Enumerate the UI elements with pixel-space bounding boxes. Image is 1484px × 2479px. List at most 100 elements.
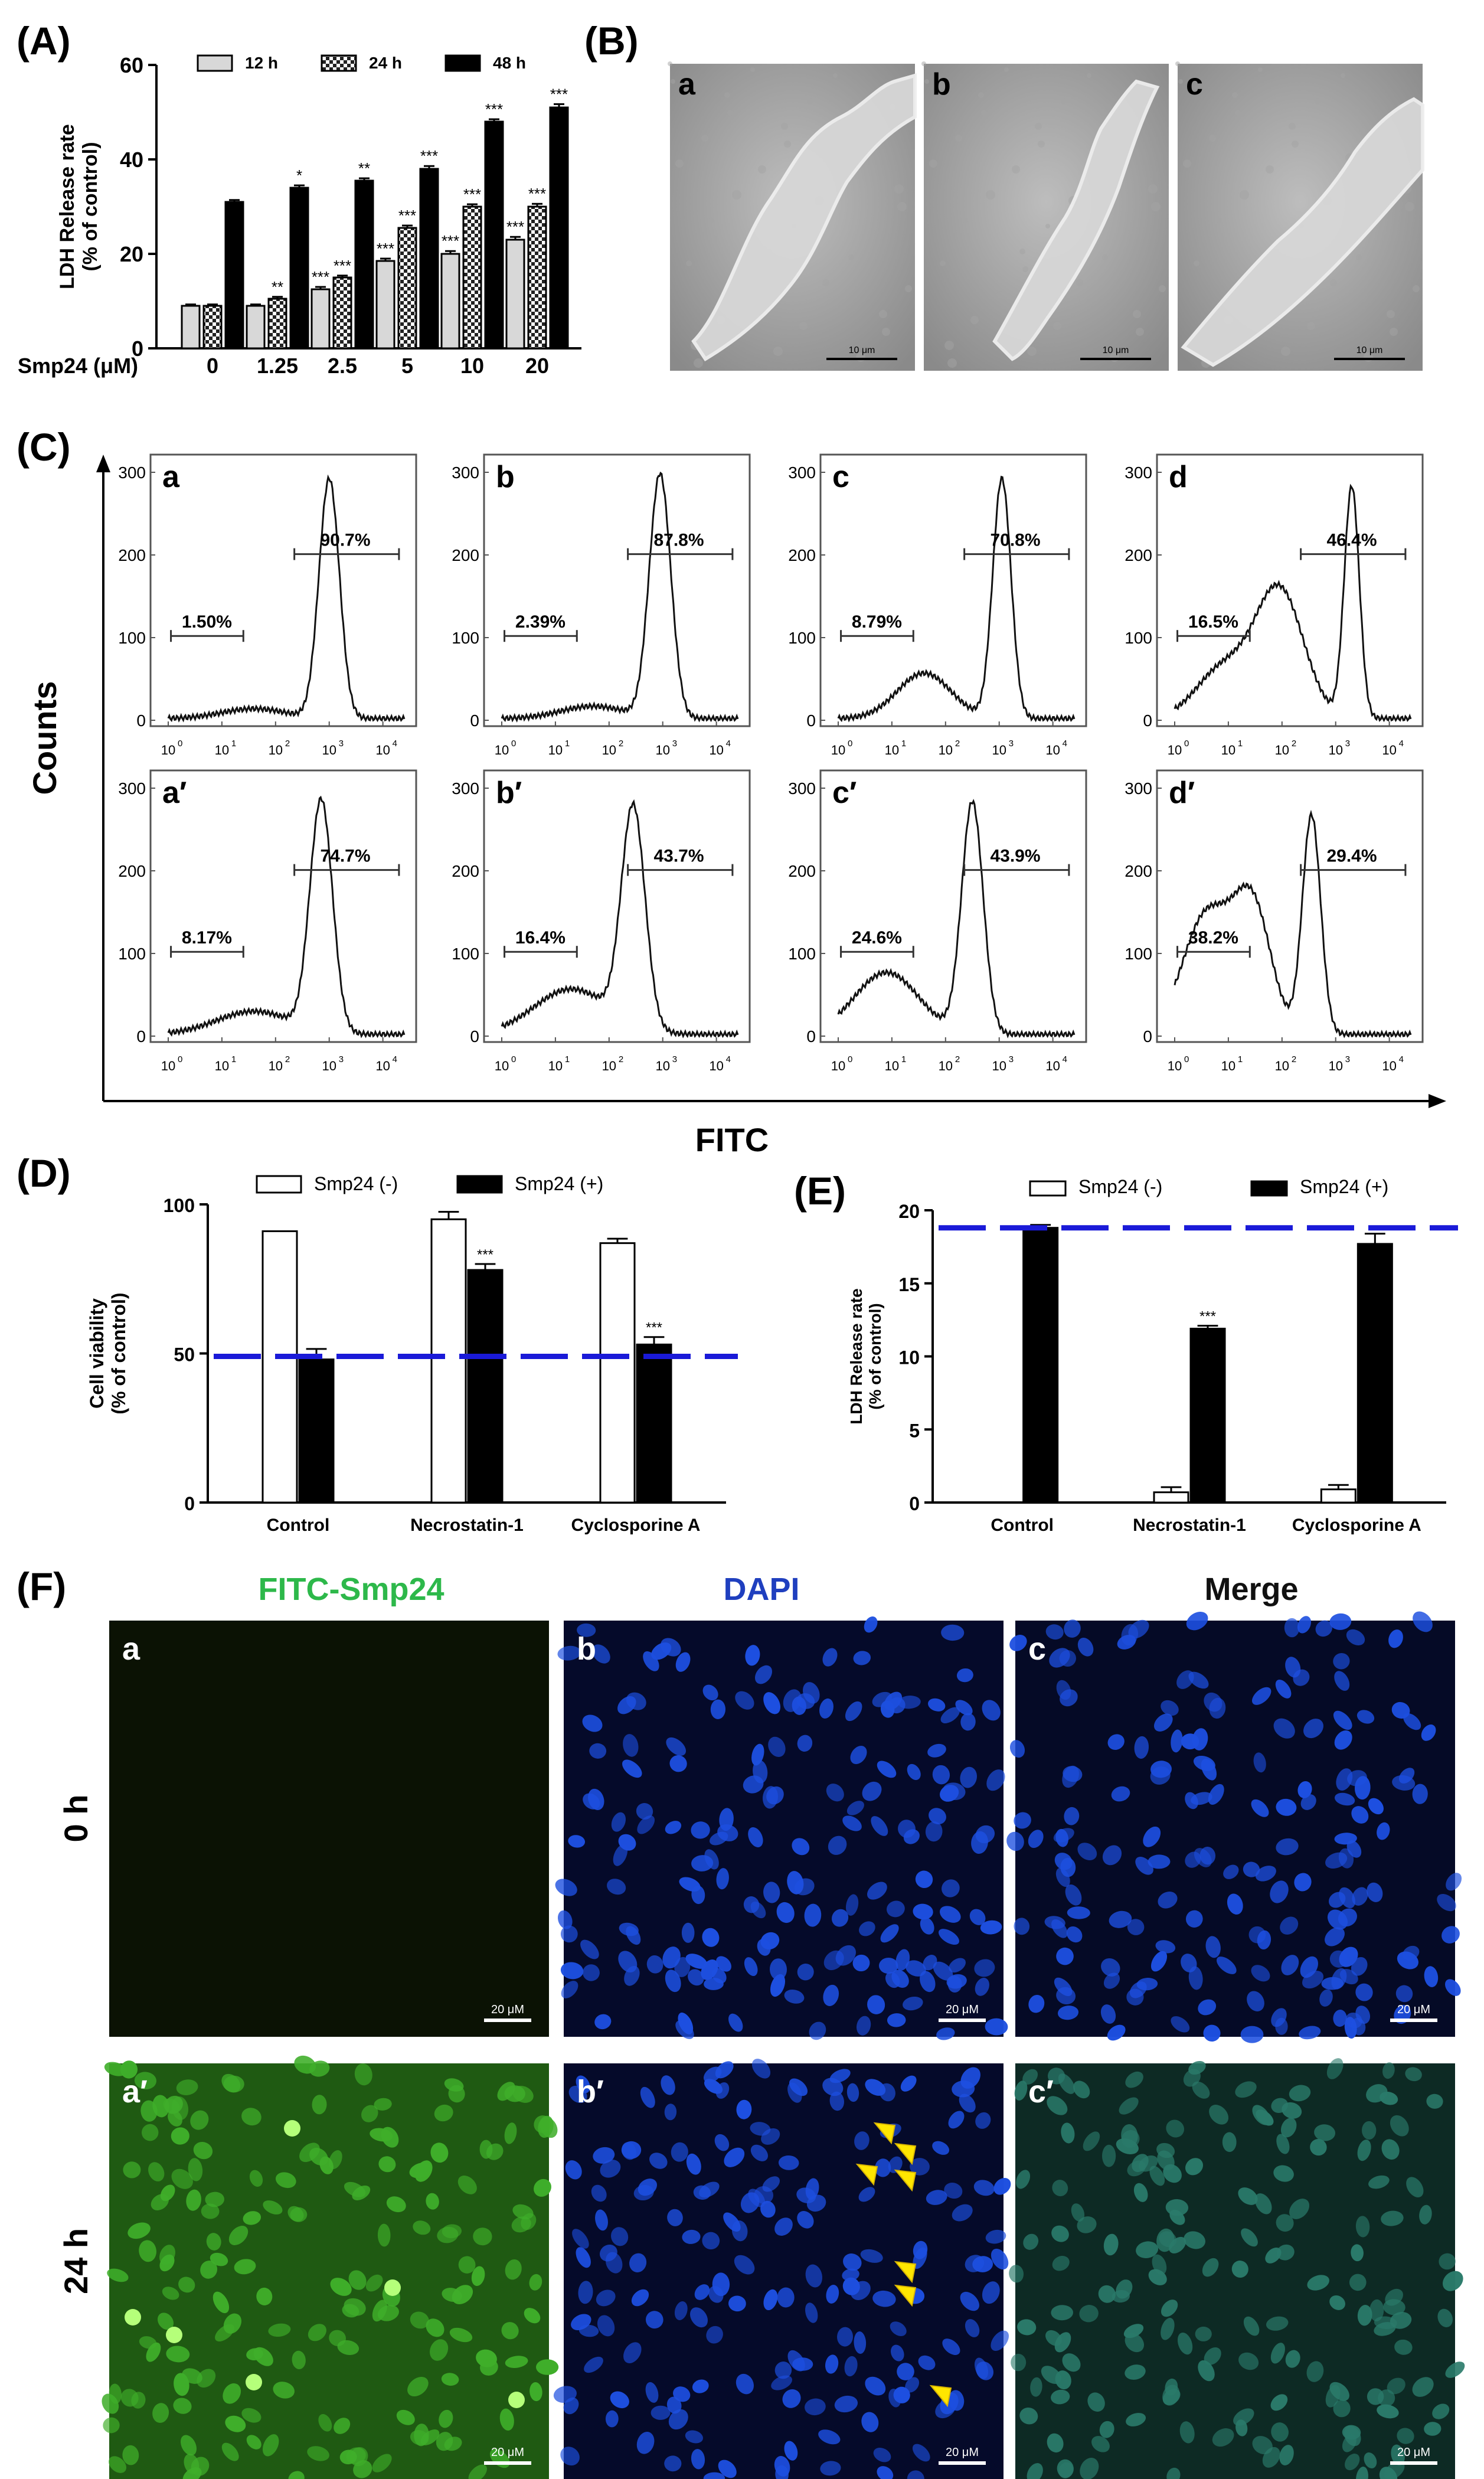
nucleus [372, 2300, 387, 2322]
sem-texture [944, 341, 954, 350]
nucleus [410, 2311, 429, 2329]
nucleus [1240, 2026, 1264, 2043]
nucleus [776, 1902, 795, 1923]
nucleus [582, 1714, 603, 1732]
nucleus [1387, 2377, 1405, 2395]
nucleus [688, 1969, 704, 1986]
y-axis-label: Cell viability [86, 1298, 107, 1409]
nucleus [768, 1736, 786, 1758]
nucleus [1333, 2010, 1347, 2027]
bar [202, 305, 223, 350]
gate-label-positive: 70.8% [990, 531, 1040, 550]
sem-texture [897, 202, 907, 211]
nucleus [1253, 1752, 1266, 1773]
sem-texture [986, 190, 995, 200]
x-tick-label: 10 [831, 743, 845, 757]
sem-texture [1307, 322, 1315, 330]
x-tick-exponent: 4 [393, 1054, 397, 1064]
sem-texture [1330, 279, 1337, 286]
bar [467, 1269, 504, 1504]
nucleus [662, 1946, 681, 1969]
nucleus [686, 2153, 701, 2175]
nucleus [1357, 2305, 1372, 2326]
nucleus [1345, 2454, 1360, 2471]
nucleus [1052, 2180, 1068, 2197]
nucleus [568, 1835, 586, 1848]
nucleus [854, 2331, 867, 2354]
nucleus [1212, 2428, 1234, 2447]
bar [354, 179, 374, 350]
nucleus [148, 2162, 165, 2181]
nucleus [1109, 1910, 1132, 1928]
bright-spot [125, 2309, 141, 2326]
nucleus [1198, 2360, 1215, 2382]
sem-texture [996, 291, 1004, 298]
nucleus [188, 2158, 203, 2181]
fluorescence-image: a′ 20 μM [102, 2055, 559, 2479]
nucleus [122, 2445, 139, 2465]
sem-texture [750, 67, 755, 72]
nucleus [1357, 2140, 1371, 2161]
nucleus [206, 2233, 221, 2251]
legend-swatch [256, 1175, 302, 1194]
nucleus [1107, 2024, 1126, 2041]
nucleus [1125, 2071, 1143, 2088]
nucleus [1273, 2165, 1294, 2182]
nucleus [877, 2466, 894, 2479]
x-tick-label: 10 [161, 743, 175, 757]
sem-texture [1217, 218, 1221, 223]
nucleus [1134, 1736, 1149, 1759]
nucleus [1271, 2098, 1289, 2114]
bright-spot [508, 2392, 525, 2408]
nucleus [273, 2382, 295, 2399]
nucleus [748, 2189, 766, 2207]
row-title-0h: 0 h [57, 1795, 94, 1843]
gate-label-negative: 24.6% [852, 928, 902, 948]
significance-label: *** [477, 1247, 493, 1263]
nucleus [728, 2013, 743, 2032]
nucleus [426, 2318, 444, 2337]
nucleus [1194, 1848, 1212, 1867]
nucleus [610, 2227, 629, 2246]
x-tick-label: 10 [269, 743, 283, 757]
scale-bar-label: 20 μM [946, 2446, 979, 2459]
nucleus [718, 2460, 737, 2478]
nucleus [702, 2232, 720, 2250]
nucleus [861, 2412, 879, 2432]
nucleus [1009, 1740, 1025, 1758]
histogram-sublabel: c′ [832, 776, 857, 810]
x-tick-label: 10 [1045, 743, 1060, 757]
nucleus [1284, 1618, 1300, 1638]
nucleus [735, 1691, 754, 1710]
nucleus [120, 2389, 139, 2407]
nucleus [256, 2287, 273, 2305]
nucleus [850, 1746, 867, 1765]
nucleus [1319, 1989, 1333, 2007]
nucleus [1179, 2421, 1195, 2444]
nucleus [449, 2327, 473, 2343]
nucleus [600, 2160, 621, 2178]
nucleus [1195, 2326, 1212, 2341]
nucleus [1352, 1887, 1368, 1906]
nucleus [1377, 2404, 1399, 2419]
sem-texture [894, 184, 904, 194]
nucleus [1273, 1718, 1295, 1739]
histogram-sublabel: d [1169, 460, 1188, 494]
sem-texture [1390, 328, 1398, 336]
nucleus [434, 2104, 453, 2122]
nucleus [1289, 2085, 1311, 2102]
x-tick-label: 10 [1168, 1059, 1182, 1073]
nucleus [1066, 1926, 1083, 1943]
nucleus [1338, 1848, 1354, 1869]
nucleus [1351, 1806, 1369, 1824]
nucleus [205, 2191, 224, 2207]
scale-bar-label: 20 μM [1397, 2446, 1430, 2459]
nucleus [1041, 2366, 1061, 2384]
nucleus [120, 2060, 138, 2079]
nucleus [534, 2115, 551, 2133]
nucleus [1285, 1657, 1301, 1678]
legend-swatch [1029, 1180, 1067, 1197]
nucleus [1192, 2081, 1210, 2099]
nucleus [1077, 1637, 1094, 1657]
